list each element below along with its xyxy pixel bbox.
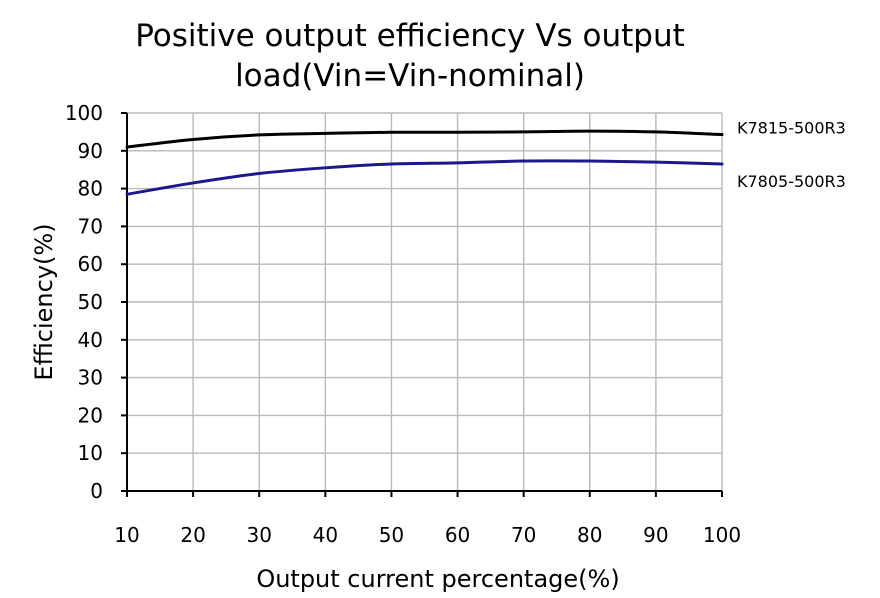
y-tick-label: 80 [78, 177, 103, 201]
series-labels: K7815-500R3 K7805-500R3 [737, 119, 846, 191]
x-tick-label: 10 [114, 523, 139, 547]
y-tick-label: 0 [90, 479, 103, 503]
y-tick-label: 70 [78, 214, 103, 238]
series-label-2: K7805-500R3 [737, 172, 846, 191]
chart-title-line-2: load(Vin=Vin-nominal) [235, 58, 585, 94]
y-tick-label: 90 [78, 139, 103, 163]
x-tick-label: 100 [703, 523, 741, 547]
y-tick-label: 50 [78, 290, 103, 314]
y-tick-label: 60 [78, 252, 103, 276]
tick-labels: 0 10 20 30 40 50 60 70 80 90 100 10 20 30 40 50 60 70 80 90… [65, 101, 741, 547]
x-tick-label: 80 [577, 523, 602, 547]
x-tick-label: 30 [246, 523, 271, 547]
series-label-1: K7815-500R3 [737, 119, 846, 138]
x-tick-label: 90 [643, 523, 668, 547]
x-tick-label: 20 [180, 523, 205, 547]
x-tick-label: 70 [511, 523, 536, 547]
y-tick-label: 30 [78, 366, 103, 390]
x-tick-label: 40 [313, 523, 338, 547]
y-tick-label: 40 [78, 328, 103, 352]
y-tick-label: 100 [65, 101, 103, 125]
x-tick-label: 50 [379, 523, 404, 547]
y-axis-label: Efficiency(%) [30, 223, 58, 380]
x-axis-label: Output current percentage(%) [256, 565, 619, 593]
series-line-2 [125, 159, 724, 196]
axes [121, 112, 723, 497]
series-lines [125, 129, 724, 196]
y-tick-label: 10 [78, 441, 103, 465]
grid-lines [127, 112, 723, 491]
series-line-1 [125, 129, 724, 149]
y-tick-label: 20 [78, 403, 103, 427]
x-tick-label: 60 [445, 523, 470, 547]
chart-title-line-1: Positive output efficiency Vs output [135, 18, 685, 54]
